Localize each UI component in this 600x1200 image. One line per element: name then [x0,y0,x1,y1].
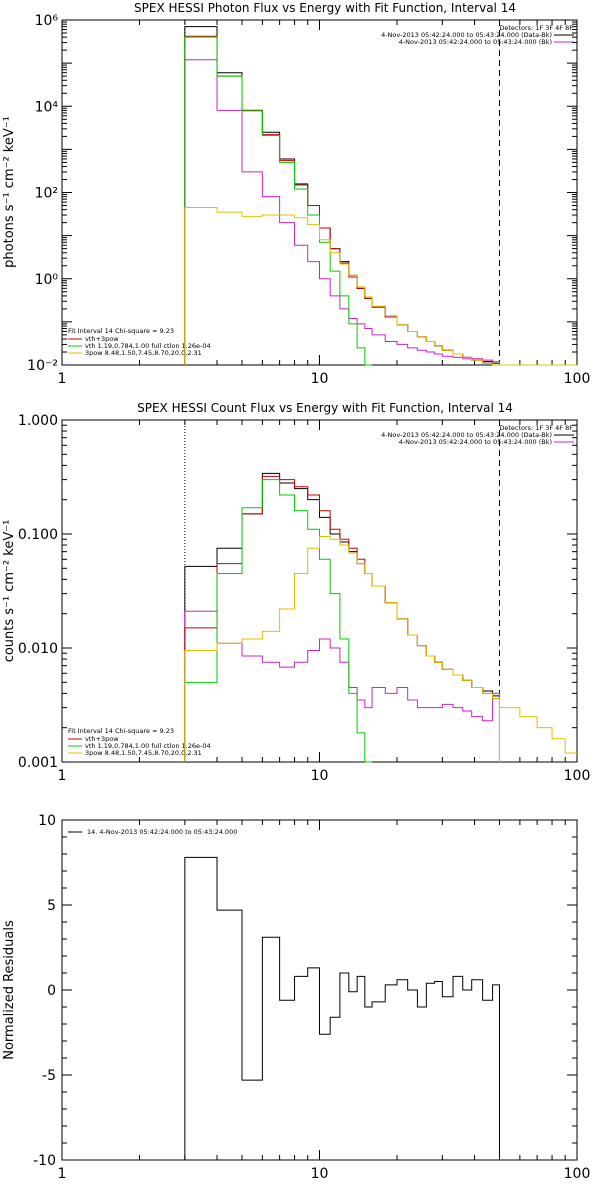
count-flux-series-bk [184,610,500,762]
photon-flux-y-tick-label: 10⁴ [35,99,59,115]
photon-flux-y-axis-label: photons s⁻¹ cm⁻² keV⁻¹ [2,116,17,268]
count-flux-y-tick-label: 0.010 [18,641,58,657]
photon-flux-fit-info: Fit Interval 14 Chi-square = 9.23 [68,327,174,335]
residuals-y-axis-label: Normalized Residuals [2,920,17,1060]
count-flux-panel: SPEX HESSI Count Flux vs Energy with Fit… [2,401,590,784]
photon-flux-y-tick-label: 10⁰ [35,272,59,288]
photon-flux-x-tick-label: 1 [58,371,67,387]
residuals-legend-label: 14. 4-Nov-2013 05:42:24.000 to 05:43:24.… [87,828,237,836]
residuals-y-tick-label: 10 [38,813,56,829]
photon-flux-legend-bk: 4-Nov-2013 05:42:24.000 to 05:43:24.000 … [399,38,552,46]
photon-flux-series-vth [184,36,373,366]
count-flux-x-tick-label: 10 [311,768,329,784]
count-flux-legend-data-bk: 4-Nov-2013 05:42:24.000 to 05:43:24.000 … [381,431,552,439]
count-flux-y-axis-label: counts s⁻¹ cm⁻² keV⁻¹ [2,520,17,663]
residuals-x-tick-label: 1 [58,1166,67,1182]
photon-flux-series-bk [184,59,500,365]
count-flux-legend-bk: 4-Nov-2013 05:42:24.000 to 05:43:24.000 … [399,438,552,446]
photon-flux-legend-data-bk: 4-Nov-2013 05:42:24.000 to 05:43:24.000 … [381,31,552,39]
count-flux-detectors-label: Detectors: 1F 3F 4F 8F [499,424,573,432]
count-flux-legend-vth: vth 1.19,0.784,1.00 full ctlon 1.26e-04 [85,742,211,750]
photon-flux-series-data-bk [184,26,500,365]
count-flux-series-vth-3pow [184,475,500,762]
residuals-y-tick-label: 5 [47,898,56,914]
count-flux-legend-vth3pow: vth+3pow [85,735,119,743]
count-flux-fit-info: Fit Interval 14 Chi-square = 9.23 [68,727,174,735]
residuals-y-tick-label: -10 [33,1153,56,1169]
residuals-series-14-4-nov-2013-05-42-24-000-to-05-43-24-000 [184,856,500,1160]
photon-flux-panel: SPEX HESSI Photon Flux vs Energy with Fi… [2,1,590,387]
residuals-y-tick-label: 0 [47,983,56,999]
count-flux-y-tick-label: 0.001 [18,755,58,771]
photon-flux-detectors-label: Detectors: 1F 3F 4F 8F [499,24,573,32]
count-flux-series-vth [184,479,373,763]
count-flux-y-tick-label: 1.000 [18,413,58,429]
photon-flux-title: SPEX HESSI Photon Flux vs Energy with Fi… [134,1,516,15]
photon-flux-legend-vth: vth 1.19,0.784,1.00 full ctlon 1.26e-04 [85,342,211,350]
count-flux-x-tick-label: 1 [58,768,67,784]
count-flux-series-3pow-extension [499,707,577,754]
residuals-panel: Normalized Residuals 14. 4-Nov-2013 05:4… [2,813,590,1182]
photon-flux-x-tick-label: 10 [311,371,329,387]
count-flux-legend-3pow: 3pow 8.48,1.50,7.45,8.70,20.0,2.31 [85,749,202,757]
count-flux-series-data-bk [184,472,500,762]
count-flux-x-tick-label: 100 [564,768,591,784]
photon-flux-series-vth-3pow [184,35,500,366]
count-flux-series-3pow [184,536,500,762]
photon-flux-legend-3pow: 3pow 8.48,1.50,7.45,8.70,20.0,2.31 [85,349,202,357]
photon-flux-y-tick-label: 10⁻² [27,358,58,374]
photon-flux-legend-vth3pow: vth+3pow [85,335,119,343]
photon-flux-x-tick-label: 100 [564,371,591,387]
count-flux-y-tick-label: 0.100 [18,527,58,543]
photon-flux-series-3pow [184,206,500,366]
photon-flux-y-tick-label: 10² [35,186,58,202]
photon-flux-y-tick-label: 10⁶ [35,13,59,29]
count-flux-title: SPEX HESSI Count Flux vs Energy with Fit… [137,401,513,415]
residuals-x-tick-label: 100 [564,1166,591,1182]
residuals-y-tick-label: -5 [42,1068,56,1084]
residuals-x-tick-label: 10 [311,1166,329,1182]
